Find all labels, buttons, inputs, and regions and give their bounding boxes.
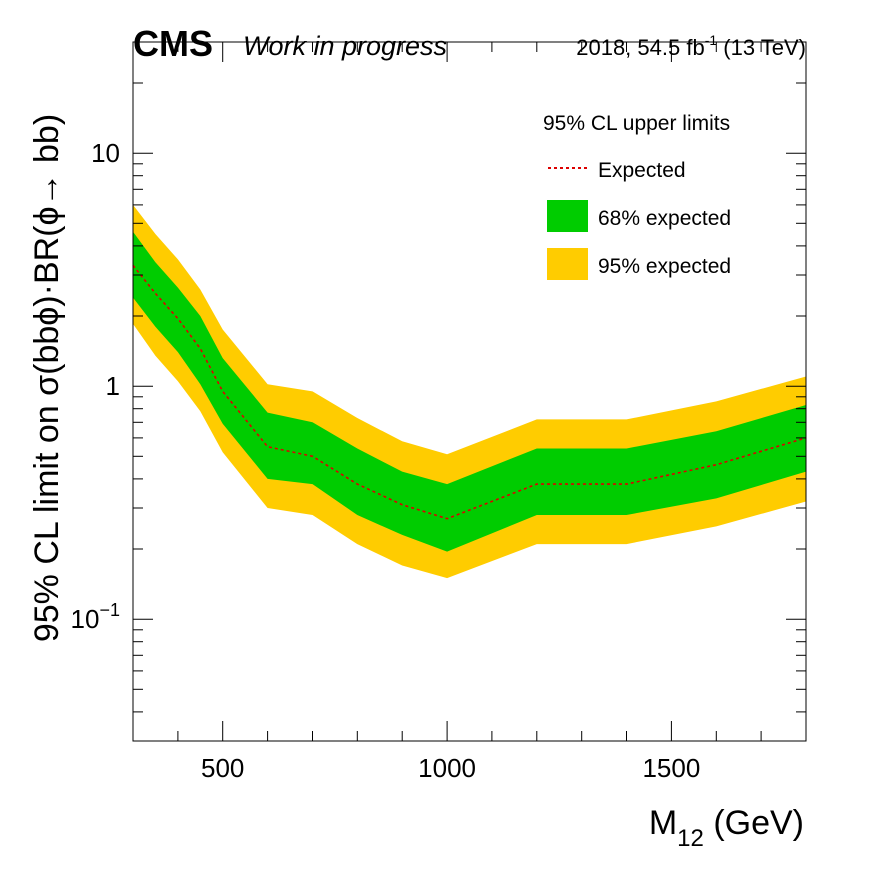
y-axis-title: 95% CL limit on σ(bbϕ)·BR(ϕ→ bb) bbox=[28, 114, 66, 642]
band-68-expected bbox=[133, 231, 806, 552]
legend-95-swatch bbox=[547, 248, 588, 280]
legend: 95% CL upper limits Expected 68% expecte… bbox=[543, 112, 731, 280]
x-tick-labels: 500 1000 1500 bbox=[201, 753, 700, 783]
x-tick-label: 500 bbox=[201, 753, 244, 783]
x-axis-title-sub: 12 bbox=[677, 825, 704, 852]
x-axis-title: M12 (GeV) bbox=[649, 804, 804, 852]
experiment-label: CMS bbox=[133, 23, 213, 64]
luminosity-label: 2018, 54.5 fb-1 (13 TeV) bbox=[576, 32, 806, 60]
legend-68-label: 68% expected bbox=[598, 207, 731, 230]
legend-title: 95% CL upper limits bbox=[543, 112, 730, 135]
x-tick-label: 1500 bbox=[642, 753, 700, 783]
x-tick-label: 1000 bbox=[418, 753, 476, 783]
x-axis-title-unit: (GeV) bbox=[704, 804, 804, 842]
legend-expected-label: Expected bbox=[598, 159, 686, 182]
y-tick-label: 10 bbox=[91, 138, 120, 168]
x-axis-title-main: M bbox=[649, 804, 677, 842]
status-label: Work in progress bbox=[243, 31, 447, 61]
lumi-exponent: -1 bbox=[705, 32, 718, 48]
y-tick-labels: 10−1 1 10 bbox=[71, 138, 120, 634]
plot-frame bbox=[132, 41, 807, 742]
legend-95-label: 95% expected bbox=[598, 255, 731, 278]
legend-68-swatch bbox=[547, 200, 588, 232]
y-tick-label: 1 bbox=[106, 371, 120, 401]
bands-layer bbox=[132, 204, 807, 579]
y-tick-label: 10−1 bbox=[71, 600, 120, 634]
lumi-prefix: 2018, 54.5 fb bbox=[576, 35, 704, 60]
